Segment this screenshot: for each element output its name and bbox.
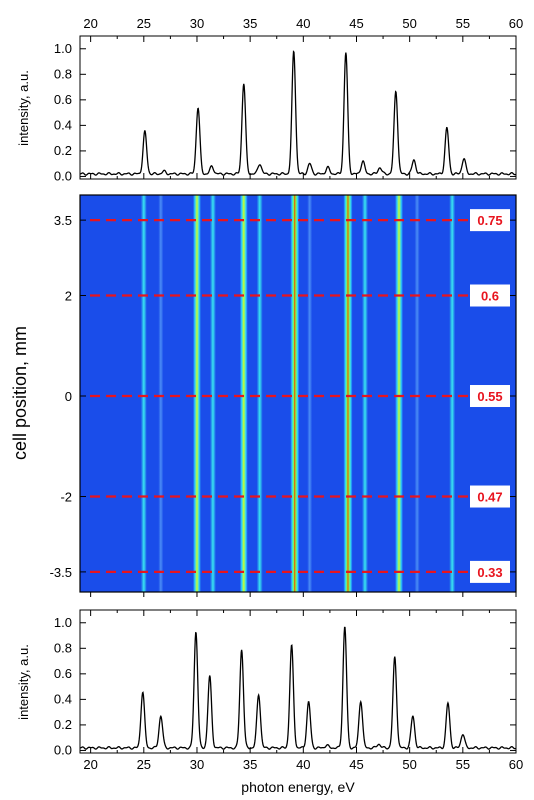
top-plot-frame: [79, 35, 517, 180]
y-tick-label: 0.6: [54, 92, 72, 107]
annotation-label: 0.55: [477, 389, 502, 404]
top-spectrum-panel: 20 25 30 35 40 45 50 55 60 0.0 0.2 0.4 0.6 0.8 1.0 in…: [16, 16, 523, 183]
heatmap-line: [140, 195, 147, 592]
heatmap-line: [256, 195, 263, 592]
annotation-label: 0.47: [477, 490, 502, 505]
y-tick-label: 0.8: [54, 66, 72, 81]
bottom-y-ticks: 0.0 0.2 0.4 0.6 0.8 1.0: [54, 615, 516, 757]
x-tick-label: 30: [190, 757, 204, 772]
annotation-box: [470, 209, 510, 232]
heatmap-line: [192, 195, 201, 592]
x-tick-label-top: 50: [402, 16, 416, 31]
heatmap-line: [290, 195, 300, 592]
bottom-spectrum-panel: 20 25 30 35 40 45 50 55 60 0.0 0.2 0.4 0.6 0.8 1.0 in…: [16, 609, 523, 795]
annotation-box: [470, 385, 510, 408]
top-y-axis-title: intensity, a.u.: [16, 70, 31, 146]
heatmap-panel: 0.75 0.6 0.55 0.47 0.33 3.5 2 0 -2 -3.5 cell pos…: [10, 194, 517, 597]
x-tick-label-top: 40: [296, 16, 310, 31]
top-x-ticks: 20 25 30 35 40 45 50 55 60: [83, 16, 523, 179]
x-tick-label-top: 35: [243, 16, 257, 31]
top-y-ticks: 0.0 0.2 0.4 0.6 0.8 1.0: [54, 41, 516, 183]
annotation-box: [470, 560, 510, 583]
y-tick-label: 2: [65, 289, 72, 304]
x-tick-label-top: 45: [349, 16, 363, 31]
annotation-box: [470, 284, 510, 307]
x-tick-label-top: 20: [83, 16, 97, 31]
y-tick-label: 0.4: [54, 117, 72, 132]
heatmap-line: [395, 195, 404, 592]
y-tick-label: 0: [65, 389, 72, 404]
bottom-plot-frame: [79, 609, 517, 754]
heatmap-line: [158, 195, 164, 592]
heatmap-y-axis-title: cell position, mm: [10, 326, 30, 460]
y-tick-label: 0.0: [54, 742, 72, 757]
bottom-x-axis-title: photon energy, eV: [241, 779, 355, 795]
x-tick-label: 20: [83, 757, 97, 772]
y-tick-label: 1.0: [54, 615, 72, 630]
x-tick-label-top: 60: [509, 16, 523, 31]
heatmap-line: [414, 195, 420, 592]
y-tick-label: 0.2: [54, 143, 72, 158]
x-tick-label: 35: [243, 757, 257, 772]
heatmap-x-ticks: [90, 592, 517, 597]
y-tick-label: 0.4: [54, 691, 72, 706]
x-tick-label-top: 25: [137, 16, 151, 31]
x-tick-label: 55: [456, 757, 470, 772]
x-tick-label-top: 30: [190, 16, 204, 31]
annotation-label: 0.6: [481, 289, 499, 304]
y-tick-label: 0.2: [54, 717, 72, 732]
annotation-label: 0.75: [477, 213, 502, 228]
x-tick-label: 50: [402, 757, 416, 772]
heatmap-line: [209, 195, 216, 592]
x-tick-label: 45: [349, 757, 363, 772]
y-tick-label: 0.0: [54, 168, 72, 183]
bottom-spectrum-line: [79, 626, 517, 750]
heatmap-lines: [140, 195, 456, 592]
top-spectrum-line: [79, 50, 517, 176]
y-tick-label: -2: [60, 490, 72, 505]
heatmap-line: [239, 195, 248, 592]
x-tick-label: 25: [137, 757, 151, 772]
bottom-x-ticks: 20 25 30 35 40 45 50 55 60: [83, 610, 523, 772]
y-tick-label: 3.5: [54, 213, 72, 228]
annotation-label: 0.33: [477, 565, 502, 580]
annotation-box: [470, 485, 510, 508]
heatmap-annotations: 0.75 0.6 0.55 0.47 0.33: [470, 209, 510, 583]
y-tick-label: 1.0: [54, 41, 72, 56]
y-tick-label: -3.5: [50, 565, 72, 580]
y-tick-label: 0.6: [54, 666, 72, 681]
heatmap-line: [343, 195, 353, 592]
heatmap-line: [307, 195, 313, 592]
heatmap-line: [361, 195, 368, 592]
x-tick-label: 60: [509, 757, 523, 772]
heatmap-line: [449, 195, 456, 592]
x-tick-label: 40: [296, 757, 310, 772]
heatmap-y-ticks: 3.5 2 0 -2 -3.5: [50, 213, 516, 580]
bottom-y-axis-title: intensity, a.u.: [16, 644, 31, 720]
x-tick-label-top: 55: [456, 16, 470, 31]
y-tick-label: 0.8: [54, 640, 72, 655]
heatmap-frame: [79, 194, 517, 593]
